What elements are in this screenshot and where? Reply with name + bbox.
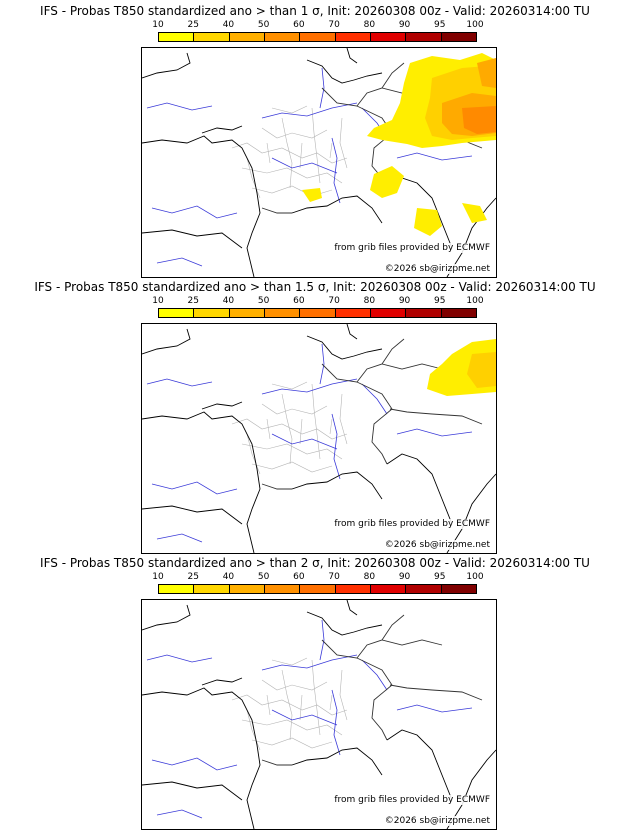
grib-credit: from grib files provided by ECMWF: [334, 243, 490, 253]
colorbar-tick-label: 100: [466, 20, 484, 30]
colorbar-segment: [159, 585, 195, 593]
colorbar-tick-label: 60: [293, 20, 305, 30]
colorbar-labels: 10 25 40 50 60 70 80 90 95 100: [152, 20, 485, 31]
colorbar-tick-label: 80: [363, 572, 376, 582]
site-credit: ©2026 sb@irizpme.net: [384, 540, 490, 550]
colorbar-tick-label: 25: [187, 20, 199, 30]
colorbar-tick-label: 40: [222, 20, 235, 30]
colorbar-segment: [229, 309, 265, 317]
colorbar-segment: [370, 33, 407, 41]
colorbar-segment: [441, 33, 476, 41]
grib-credit: from grib files provided by ECMWF: [334, 519, 490, 529]
colorbar-segment: [229, 33, 265, 41]
panel-title: IFS - Probas T850 standardized ano > tha…: [40, 556, 590, 570]
site-credit: ©2026 sb@irizpme.net: [384, 816, 490, 826]
colorbar-tick-label: 70: [328, 572, 340, 582]
basemap: [142, 324, 496, 553]
colorbar-tick-label: 50: [257, 572, 270, 582]
colorbar-segment: [300, 585, 336, 593]
colorbar-tick-label: 95: [434, 572, 446, 582]
colorbar-segment: [194, 33, 230, 41]
colorbar-segment: [335, 585, 371, 593]
map-area: from grib files provided by ECMWF ©2026 …: [141, 323, 497, 554]
map-line: [261, 614, 483, 766]
colorbar-segment: [441, 585, 476, 593]
colorbar-segment: [159, 309, 195, 317]
map-line: [231, 381, 348, 475]
colorbar-tick-label: 25: [187, 296, 199, 306]
colorbar-tick-label: 60: [293, 296, 305, 306]
colorbar-segment: [159, 33, 195, 41]
colorbar-tick-label: 40: [222, 296, 235, 306]
map-line: [142, 324, 496, 553]
panel-title: IFS - Probas T850 standardized ano > tha…: [40, 4, 590, 18]
map-line: [146, 619, 473, 819]
colorbar-tick-label: 50: [257, 296, 270, 306]
colorbar-segment: [406, 585, 442, 593]
map-line: [261, 338, 483, 490]
colorbar-segment: [406, 33, 442, 41]
map-line: [146, 67, 473, 267]
colorbar-tick-label: 100: [466, 296, 484, 306]
map-area: from grib files provided by ECMWF ©2026 …: [141, 599, 497, 830]
colorbar-tick-label: 90: [398, 20, 411, 30]
probability-shading: [302, 53, 496, 236]
map-panel-1sigma: IFS - Probas T850 standardized ano > tha…: [0, 0, 630, 278]
colorbar-tick-label: 10: [152, 20, 164, 30]
colorbar-segment: [370, 309, 407, 317]
basemap: [142, 600, 496, 829]
colorbar-tick-label: 100: [466, 572, 484, 582]
colorbar-tick-label: 95: [434, 20, 446, 30]
colorbar-tick-label: 50: [257, 20, 270, 30]
map-area: from grib files provided by ECMWF ©2026 …: [141, 47, 497, 278]
colorbar-segment: [194, 585, 230, 593]
colorbar-segment: [264, 309, 301, 317]
map-svg: [142, 600, 496, 829]
map-panel-1-5sigma: IFS - Probas T850 standardized ano > tha…: [0, 276, 630, 554]
colorbar-tick-label: 95: [434, 296, 446, 306]
map-line: [231, 105, 348, 199]
colorbar-tick-label: 25: [187, 572, 199, 582]
map-line: [142, 48, 496, 277]
site-credit: ©2026 sb@irizpme.net: [384, 264, 490, 274]
panel-title: IFS - Probas T850 standardized ano > tha…: [34, 280, 596, 294]
colorbar-segment: [335, 33, 371, 41]
colorbar-tick-label: 70: [328, 20, 340, 30]
grib-credit: from grib files provided by ECMWF: [334, 795, 490, 805]
colorbar-segment: [229, 585, 265, 593]
colorbar-tick-label: 60: [293, 572, 305, 582]
colorbar-segment: [300, 33, 336, 41]
colorbar-segment: [370, 585, 407, 593]
map-svg: [142, 48, 496, 277]
colorbar: [158, 32, 477, 42]
colorbar-labels: 10 25 40 50 60 70 80 90 95 100: [152, 572, 485, 583]
colorbar-segment: [441, 309, 476, 317]
colorbar-tick-label: 10: [152, 572, 164, 582]
probability-shading: [427, 339, 496, 396]
colorbar-segment: [406, 309, 442, 317]
colorbar-tick-label: 90: [398, 572, 411, 582]
colorbar-tick-label: 70: [328, 296, 340, 306]
colorbar: [158, 308, 477, 318]
colorbar-segment: [300, 309, 336, 317]
map-line: [142, 600, 496, 829]
map-panel-2sigma: IFS - Probas T850 standardized ano > tha…: [0, 552, 630, 830]
map-svg: [142, 324, 496, 553]
map-line: [231, 657, 348, 751]
colorbar-segment: [335, 309, 371, 317]
colorbar-segment: [264, 33, 301, 41]
colorbar-segment: [194, 309, 230, 317]
colorbar-labels: 10 25 40 50 60 70 80 90 95 100: [152, 296, 485, 307]
colorbar-segment: [264, 585, 301, 593]
colorbar-tick-label: 10: [152, 296, 164, 306]
colorbar-tick-label: 90: [398, 296, 411, 306]
colorbar: [158, 584, 477, 594]
colorbar-tick-label: 40: [222, 572, 235, 582]
colorbar-tick-label: 80: [363, 296, 376, 306]
map-line: [146, 343, 473, 543]
colorbar-tick-label: 80: [363, 20, 376, 30]
